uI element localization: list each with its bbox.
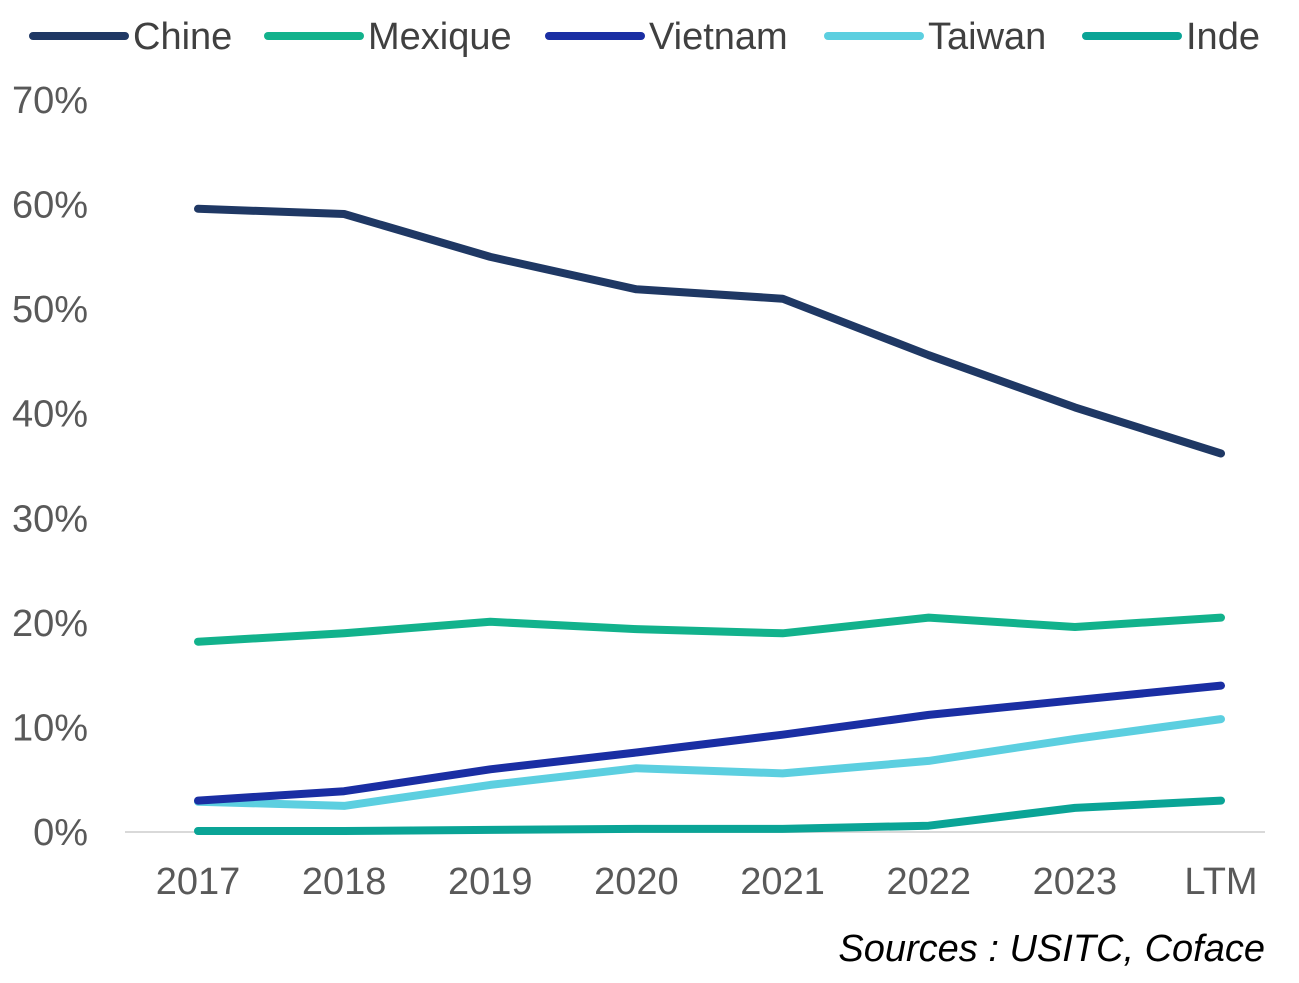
legend-item-inde: Inde: [1082, 16, 1260, 58]
legend-item-vietnam: Vietnam: [545, 16, 788, 58]
x-tick-label: 2019: [448, 861, 533, 903]
source-note: Sources : USITC, Coface: [838, 928, 1265, 970]
legend-item-chine: Chine: [29, 16, 232, 58]
y-tick-label: 70%: [12, 80, 88, 122]
series-lines: [194, 204, 1225, 835]
x-tick-label: 2018: [302, 861, 387, 903]
legend-item-mexique: Mexique: [264, 16, 512, 58]
legend-label: Vietnam: [649, 16, 788, 58]
y-tick-label: 40%: [12, 394, 88, 436]
series-line-taiwan: [194, 715, 1225, 810]
series-line-vietnam: [194, 681, 1225, 805]
series-line-inde: [194, 796, 1225, 835]
x-tick-label: LTM: [1184, 861, 1257, 903]
legend-label: Mexique: [368, 16, 512, 58]
y-axis-ticks: 0% 10% 20% 30% 40% 50% 60% 70%: [12, 80, 88, 854]
y-tick-label: 20%: [12, 603, 88, 645]
x-tick-label: 2017: [156, 861, 241, 903]
legend-label: Taiwan: [928, 16, 1046, 58]
legend-label: Chine: [133, 16, 232, 58]
y-tick-label: 0%: [33, 812, 88, 854]
legend: Chine Mexique Vietnam Taiwan Inde: [29, 16, 1260, 58]
x-tick-label: 2020: [594, 861, 679, 903]
x-tick-label: 2023: [1033, 861, 1118, 903]
x-axis-ticks: 2017 2018 2019 2020 2021 2022 2023 LTM: [156, 861, 1258, 903]
y-tick-label: 50%: [12, 289, 88, 331]
legend-item-taiwan: Taiwan: [824, 16, 1046, 58]
series-line-chine: [194, 204, 1225, 458]
series-line-mexique: [194, 613, 1225, 646]
y-tick-label: 60%: [12, 185, 88, 227]
line-chart: Chine Mexique Vietnam Taiwan Inde 0% 10% 20% 30…: [12, 16, 1265, 903]
x-tick-label: 2022: [886, 861, 971, 903]
legend-label: Inde: [1186, 16, 1260, 58]
x-tick-label: 2021: [740, 861, 825, 903]
y-tick-label: 30%: [12, 498, 88, 540]
y-tick-label: 10%: [12, 707, 88, 749]
